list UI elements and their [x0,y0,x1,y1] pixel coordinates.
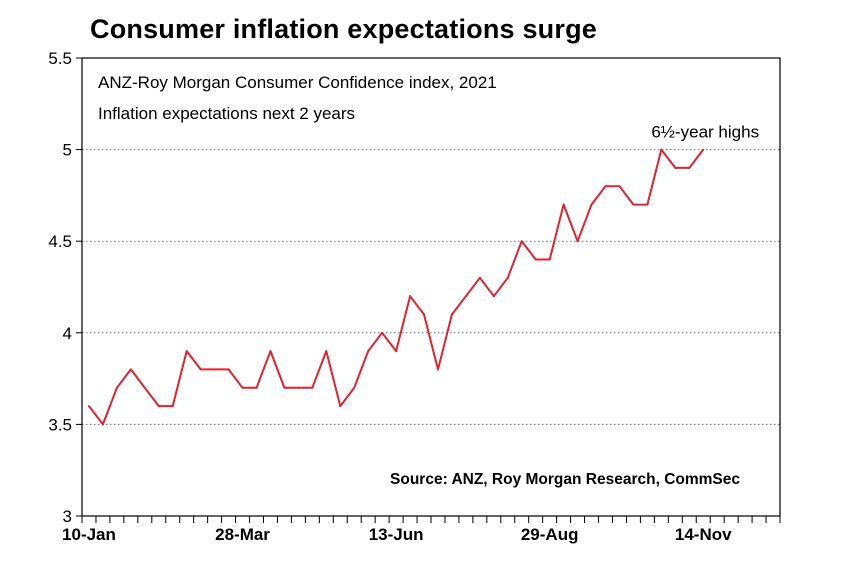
data-point [674,166,677,169]
data-point [590,203,593,206]
data-point [395,350,398,353]
data-point [157,405,160,408]
data-point [464,295,467,298]
source-note: Source: ANZ, Roy Morgan Research, CommSe… [390,471,740,488]
data-point [618,185,621,188]
data-point [115,386,118,389]
data-point [450,313,453,316]
y-axis: 3 3.5 4 4.5 5 5.5 [48,49,82,526]
y-tick-label: 5.5 [48,49,72,68]
data-points [87,148,705,426]
data-point [241,386,244,389]
data-point [576,240,579,243]
x-tick-label: 29-Aug [521,525,579,544]
data-point [381,331,384,334]
x-tick-label: 13-Jun [369,525,424,544]
data-point [129,368,132,371]
data-point [660,148,663,151]
data-point [171,405,174,408]
data-point [492,295,495,298]
data-point [534,258,537,261]
x-tick-label: 28-Mar [215,525,270,544]
data-point [227,368,230,371]
data-point [562,203,565,206]
data-point [604,185,607,188]
data-point [185,350,188,353]
data-point [632,203,635,206]
chart-subtitle-line-2: Inflation expectations next 2 years [98,104,355,123]
series-line [88,148,704,426]
chart-title: Consumer inflation expectations surge [90,14,597,44]
gridlines [82,149,780,425]
annotation-label: 6½-year highs [651,123,759,142]
data-point [367,350,370,353]
chart-subtitle-line-1: ANZ-Roy Morgan Consumer Confidence index… [98,73,497,92]
data-point [353,386,356,389]
data-point [297,386,300,389]
data-point [101,423,104,426]
data-point [283,386,286,389]
y-tick-label: 4.5 [48,232,72,251]
data-point [436,368,439,371]
data-point [87,405,90,408]
data-point [702,148,705,151]
data-point [520,240,523,243]
data-point [269,350,272,353]
data-point [311,386,314,389]
data-point [409,295,412,298]
x-axis: 10-Jan 28-Mar 13-Jun 29-Aug 14-Nov [62,516,781,544]
data-point [199,368,202,371]
x-tick-label: 14-Nov [675,525,732,544]
data-point [325,350,328,353]
data-point [506,276,509,279]
data-point [213,368,216,371]
y-tick-label: 3 [63,507,72,526]
data-point [143,386,146,389]
y-tick-label: 5 [63,141,72,160]
x-tick-label: 10-Jan [62,525,116,544]
y-tick-label: 3.5 [48,415,72,434]
data-point [548,258,551,261]
data-point [688,166,691,169]
data-point [646,203,649,206]
data-point [339,405,342,408]
data-point [255,386,258,389]
y-tick-label: 4 [63,324,72,343]
data-point [478,276,481,279]
data-point [423,313,426,316]
